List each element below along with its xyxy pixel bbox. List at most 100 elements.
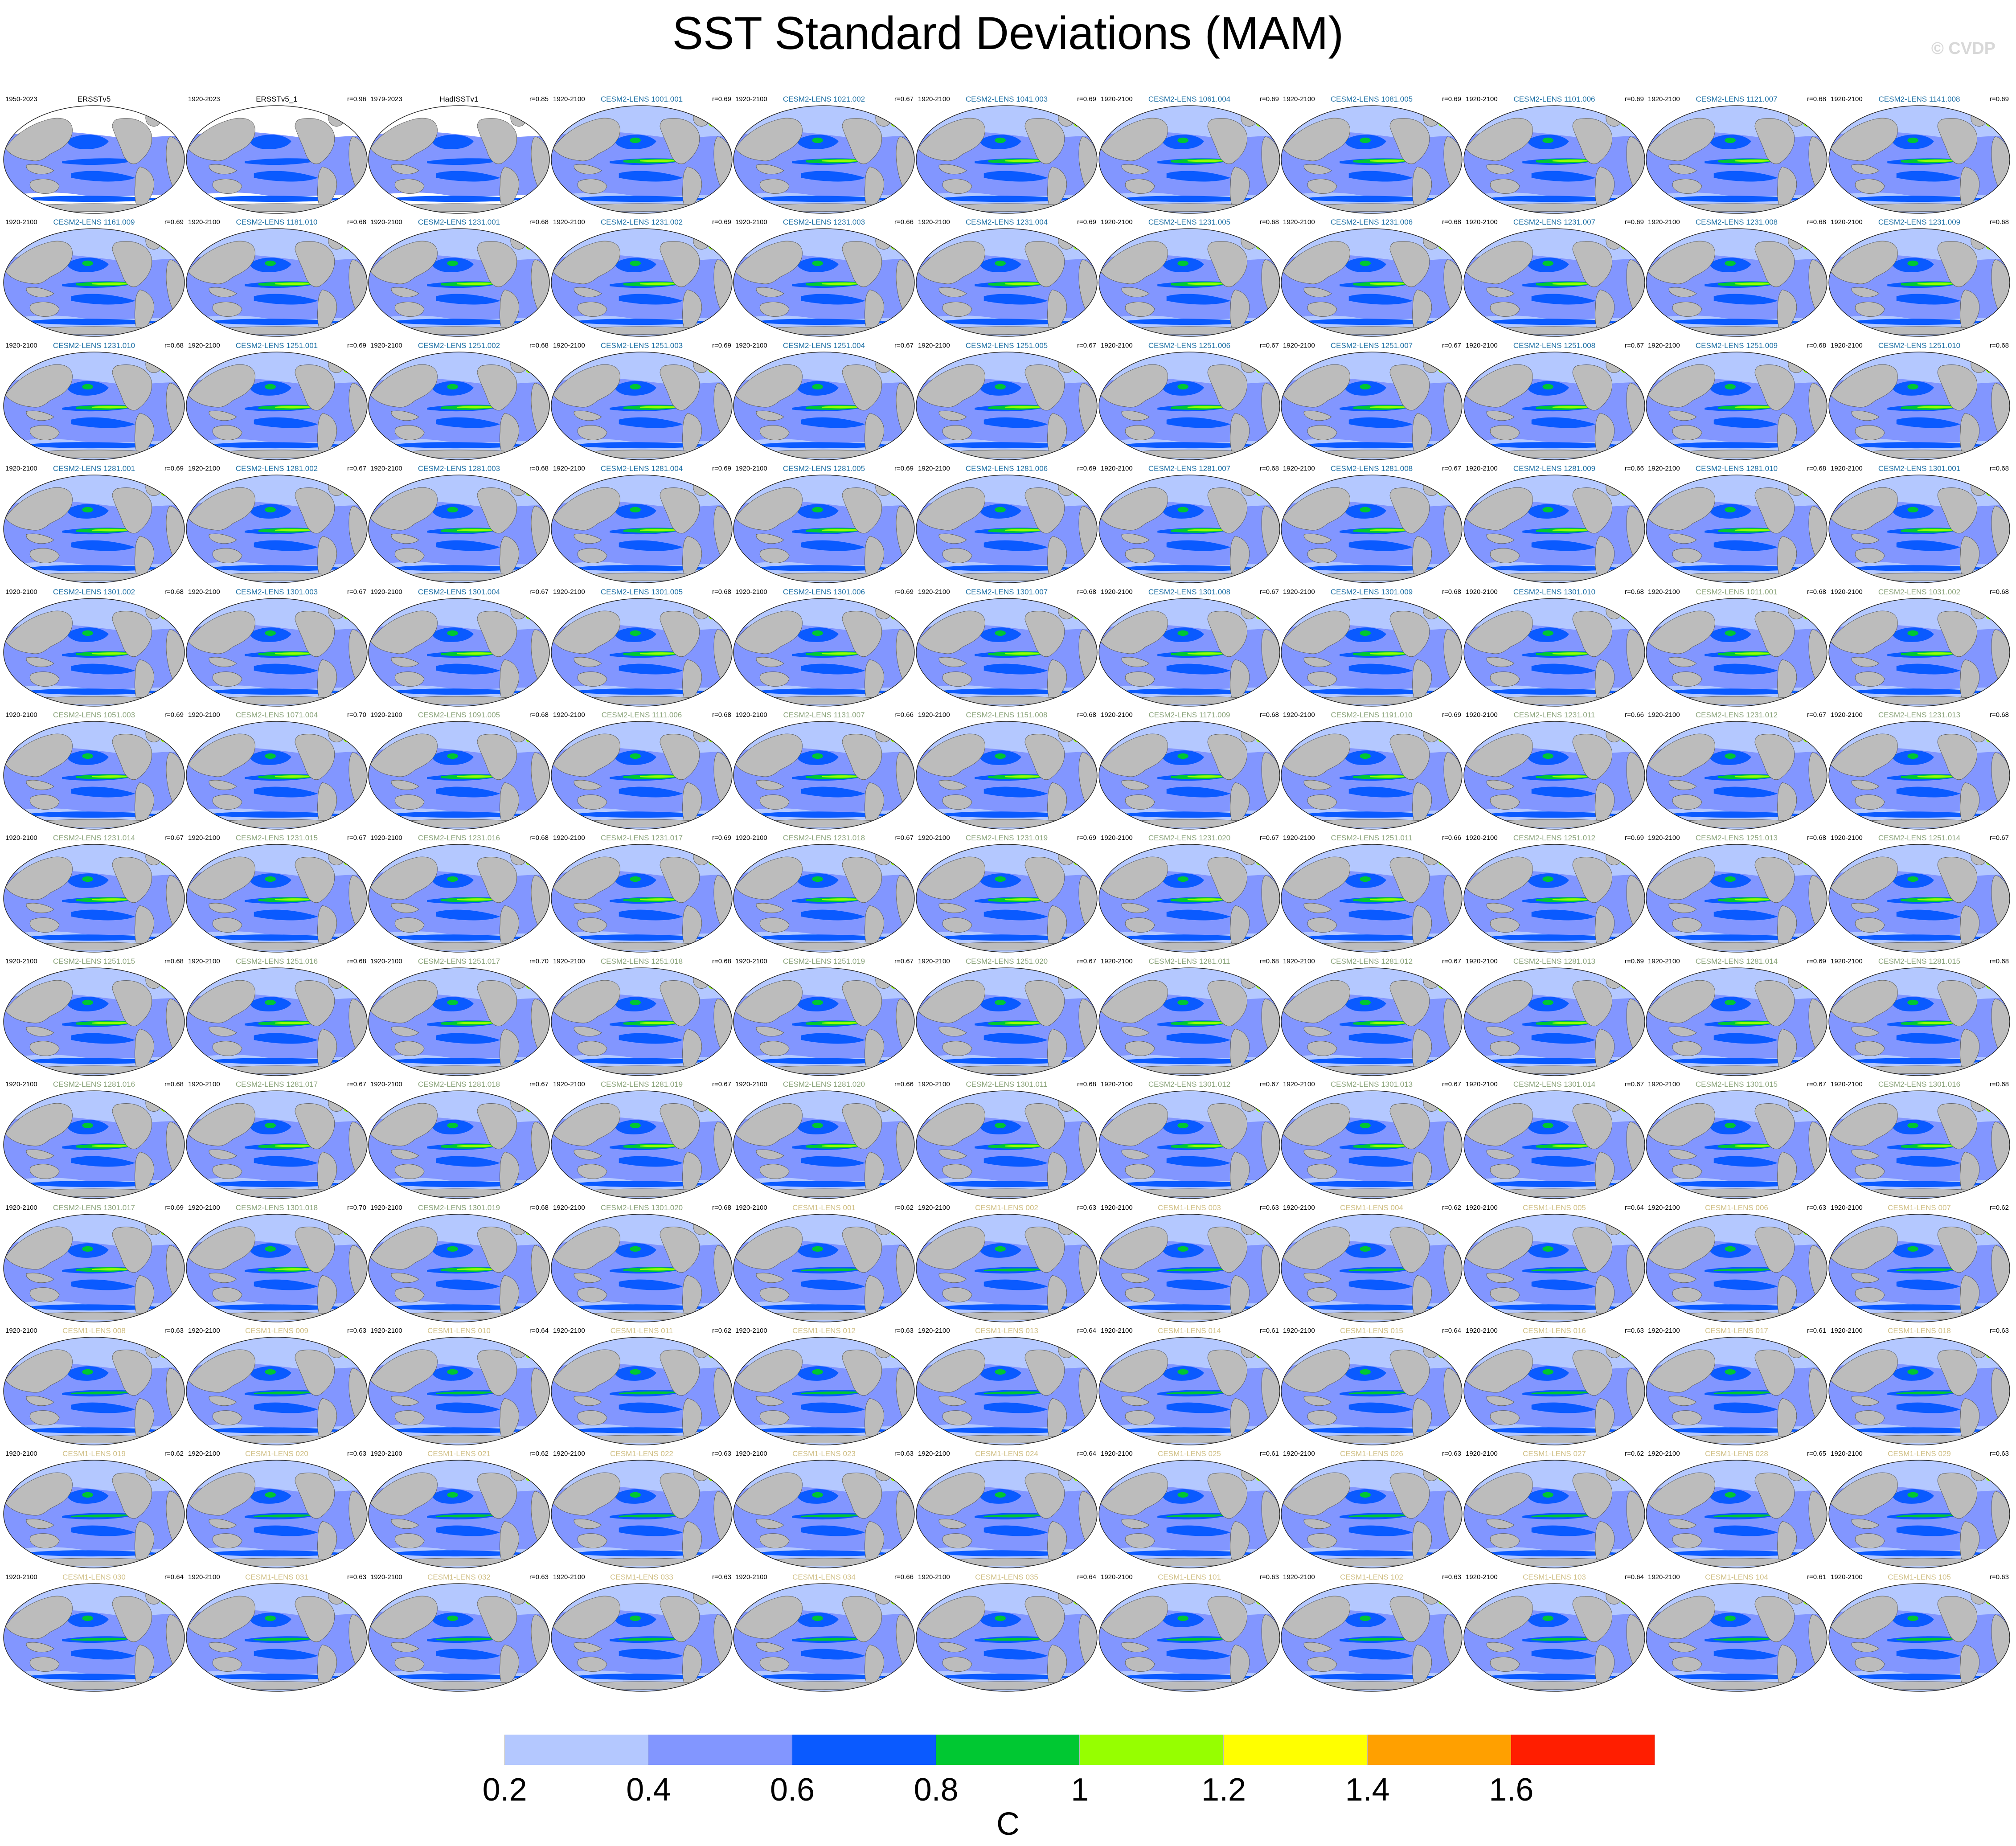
map-panel: 1920-2100 CESM2-LENS 1091.005 r=0.68 bbox=[368, 710, 550, 831]
panel-dataset-name: CESM1-LENS 022 bbox=[610, 1449, 673, 1458]
map-panel: 1920-2100 CESM2-LENS 1231.002 r=0.69 bbox=[550, 217, 733, 338]
panel-period: 1920-2100 bbox=[918, 834, 950, 842]
sst-map bbox=[916, 1337, 1098, 1445]
map-panel: 1920-2100 CESM2-LENS 1251.003 r=0.69 bbox=[550, 341, 733, 461]
panel-pattern-correlation: r=0.68 bbox=[1077, 588, 1096, 596]
panel-dataset-name: CESM2-LENS 1281.018 bbox=[418, 1080, 500, 1089]
panel-pattern-correlation: r=0.63 bbox=[1807, 1204, 1826, 1212]
colorbar-tick-label: 0.4 bbox=[626, 1772, 671, 1808]
colorbar-tick-label: 0.2 bbox=[482, 1772, 527, 1808]
panel-period: 1920-2100 bbox=[735, 1081, 767, 1088]
panel-dataset-name: CESM1-LENS 034 bbox=[792, 1573, 856, 1581]
panel-period: 1920-2100 bbox=[1648, 834, 1680, 842]
sst-map bbox=[1463, 967, 1645, 1076]
sst-map bbox=[368, 475, 550, 583]
panel-pattern-correlation: r=0.63 bbox=[347, 1573, 366, 1581]
panel-pattern-correlation: r=0.69 bbox=[1990, 95, 2009, 103]
panel-dataset-name: CESM2-LENS 1231.016 bbox=[418, 834, 500, 842]
panel-period: 1920-2100 bbox=[553, 465, 585, 472]
panel-dataset-name: CESM2-LENS 1101.006 bbox=[1513, 95, 1595, 103]
panel-pattern-correlation: r=0.68 bbox=[1990, 588, 2009, 596]
panel-period: 1920-2100 bbox=[1466, 1450, 1498, 1457]
map-panel: 1920-2100 CESM2-LENS 1281.017 r=0.67 bbox=[185, 1080, 368, 1200]
map-panel: 1920-2100 CESM2-LENS 1301.007 r=0.68 bbox=[915, 587, 1098, 708]
map-panel: 1920-2100 CESM2-LENS 1151.008 r=0.68 bbox=[915, 710, 1098, 831]
panel-dataset-name: CESM2-LENS 1301.005 bbox=[600, 588, 683, 596]
map-panel: 1920-2100 CESM2-LENS 1251.010 r=0.68 bbox=[1828, 341, 2011, 461]
panel-dataset-name: CESM2-LENS 1231.018 bbox=[783, 834, 865, 842]
map-panel: 1920-2100 CESM1-LENS 012 r=0.63 bbox=[733, 1326, 915, 1446]
map-panel: 1920-2100 CESM2-LENS 1301.011 r=0.68 bbox=[915, 1080, 1098, 1200]
sst-map bbox=[733, 967, 915, 1076]
map-panel: 1920-2100 CESM2-LENS 1021.002 r=0.67 bbox=[733, 94, 915, 215]
panel-period: 1920-2100 bbox=[5, 711, 37, 719]
sst-map bbox=[3, 844, 185, 953]
sst-map bbox=[1098, 1337, 1280, 1445]
sst-map bbox=[1646, 1090, 1828, 1199]
panel-period: 1920-2100 bbox=[735, 834, 767, 842]
sst-map bbox=[1646, 1337, 1828, 1445]
panel-dataset-name: CESM2-LENS 1281.001 bbox=[53, 464, 135, 473]
panel-pattern-correlation: r=0.66 bbox=[1625, 465, 1644, 472]
sst-map bbox=[1828, 105, 2010, 214]
panel-dataset-name: CESM2-LENS 1281.012 bbox=[1330, 957, 1413, 966]
panel-pattern-correlation: r=0.69 bbox=[712, 834, 731, 842]
panel-dataset-name: CESM2-LENS 1251.001 bbox=[235, 341, 318, 350]
map-panel: 1920-2100 CESM2-LENS 1301.003 r=0.67 bbox=[185, 587, 368, 708]
colorbar-segment bbox=[504, 1735, 649, 1765]
map-panel: 1920-2100 CESM2-LENS 1251.015 r=0.68 bbox=[3, 957, 185, 1077]
sst-map bbox=[368, 598, 550, 707]
map-panel: 1920-2100 CESM1-LENS 020 r=0.63 bbox=[185, 1449, 368, 1569]
sst-map bbox=[1646, 1460, 1828, 1568]
map-panel: 1920-2100 CESM1-LENS 013 r=0.64 bbox=[915, 1326, 1098, 1446]
map-panel: 1920-2100 CESM2-LENS 1231.017 r=0.69 bbox=[550, 833, 733, 954]
panel-dataset-name: CESM2-LENS 1281.003 bbox=[418, 464, 500, 473]
map-panel: 1920-2100 CESM2-LENS 1251.013 r=0.68 bbox=[1645, 833, 1828, 954]
map-panel: 1920-2100 CESM2-LENS 1301.020 r=0.68 bbox=[550, 1203, 733, 1323]
panel-dataset-name: CESM2-LENS 1281.002 bbox=[235, 464, 318, 473]
sst-map bbox=[186, 352, 368, 460]
panel-pattern-correlation: r=0.62 bbox=[712, 1327, 731, 1334]
sst-map bbox=[1828, 1583, 2010, 1692]
panel-period: 1920-2100 bbox=[1283, 1081, 1315, 1088]
panel-period: 1920-2100 bbox=[735, 465, 767, 472]
sst-map bbox=[186, 1090, 368, 1199]
panel-period: 1920-2100 bbox=[1283, 588, 1315, 596]
panel-pattern-correlation: r=0.68 bbox=[1625, 588, 1644, 596]
panel-period: 1920-2100 bbox=[188, 1327, 220, 1334]
map-panel: 1920-2100 CESM1-LENS 016 r=0.63 bbox=[1463, 1326, 1646, 1446]
sst-map bbox=[551, 1583, 733, 1692]
sst-map bbox=[368, 228, 550, 337]
map-panel: 1920-2100 CESM1-LENS 018 r=0.63 bbox=[1828, 1326, 2011, 1446]
colorbar-tick-label: 0.8 bbox=[914, 1772, 959, 1808]
panel-dataset-name: CESM1-LENS 017 bbox=[1705, 1326, 1768, 1335]
panel-dataset-name: CESM2-LENS 1231.001 bbox=[418, 218, 500, 226]
panel-dataset-name: CESM1-LENS 105 bbox=[1888, 1573, 1951, 1581]
panel-dataset-name: CESM2-LENS 1231.009 bbox=[1878, 218, 1961, 226]
panel-pattern-correlation: r=0.67 bbox=[529, 1081, 549, 1088]
panel-pattern-correlation: r=0.69 bbox=[712, 218, 731, 226]
panel-pattern-correlation: r=0.63 bbox=[347, 1450, 366, 1457]
map-panel: 1920-2100 CESM2-LENS 1301.001 r=0.68 bbox=[1828, 464, 2011, 584]
map-panel: 1920-2100 CESM2-LENS 1301.017 r=0.69 bbox=[3, 1203, 185, 1323]
panel-period: 1920-2100 bbox=[5, 588, 37, 596]
sst-map bbox=[3, 1337, 185, 1445]
panel-pattern-correlation: r=0.68 bbox=[1807, 465, 1826, 472]
map-panel: 1920-2100 CESM2-LENS 1011.001 r=0.68 bbox=[1645, 587, 1828, 708]
sst-map bbox=[1646, 228, 1828, 337]
panel-period: 1920-2100 bbox=[1466, 95, 1498, 103]
panel-period: 1920-2100 bbox=[553, 711, 585, 719]
panel-pattern-correlation: r=0.68 bbox=[712, 711, 731, 719]
colorbar-segment bbox=[1511, 1735, 1655, 1765]
panel-dataset-name: CESM2-LENS 1251.005 bbox=[965, 341, 1048, 350]
map-panel: 1920-2100 CESM1-LENS 011 r=0.62 bbox=[550, 1326, 733, 1446]
panel-period: 1920-2100 bbox=[188, 218, 220, 226]
panel-period: 1920-2100 bbox=[1101, 1327, 1133, 1334]
sst-map bbox=[1281, 105, 1463, 214]
panel-dataset-name: CESM2-LENS 1301.014 bbox=[1513, 1080, 1596, 1089]
panel-dataset-name: CESM2-LENS 1161.009 bbox=[53, 218, 135, 226]
sst-map bbox=[1463, 1337, 1645, 1445]
panel-dataset-name: CESM1-LENS 006 bbox=[1705, 1203, 1768, 1212]
panel-pattern-correlation: r=0.67 bbox=[1260, 1081, 1279, 1088]
panel-pattern-correlation: r=0.68 bbox=[529, 465, 549, 472]
